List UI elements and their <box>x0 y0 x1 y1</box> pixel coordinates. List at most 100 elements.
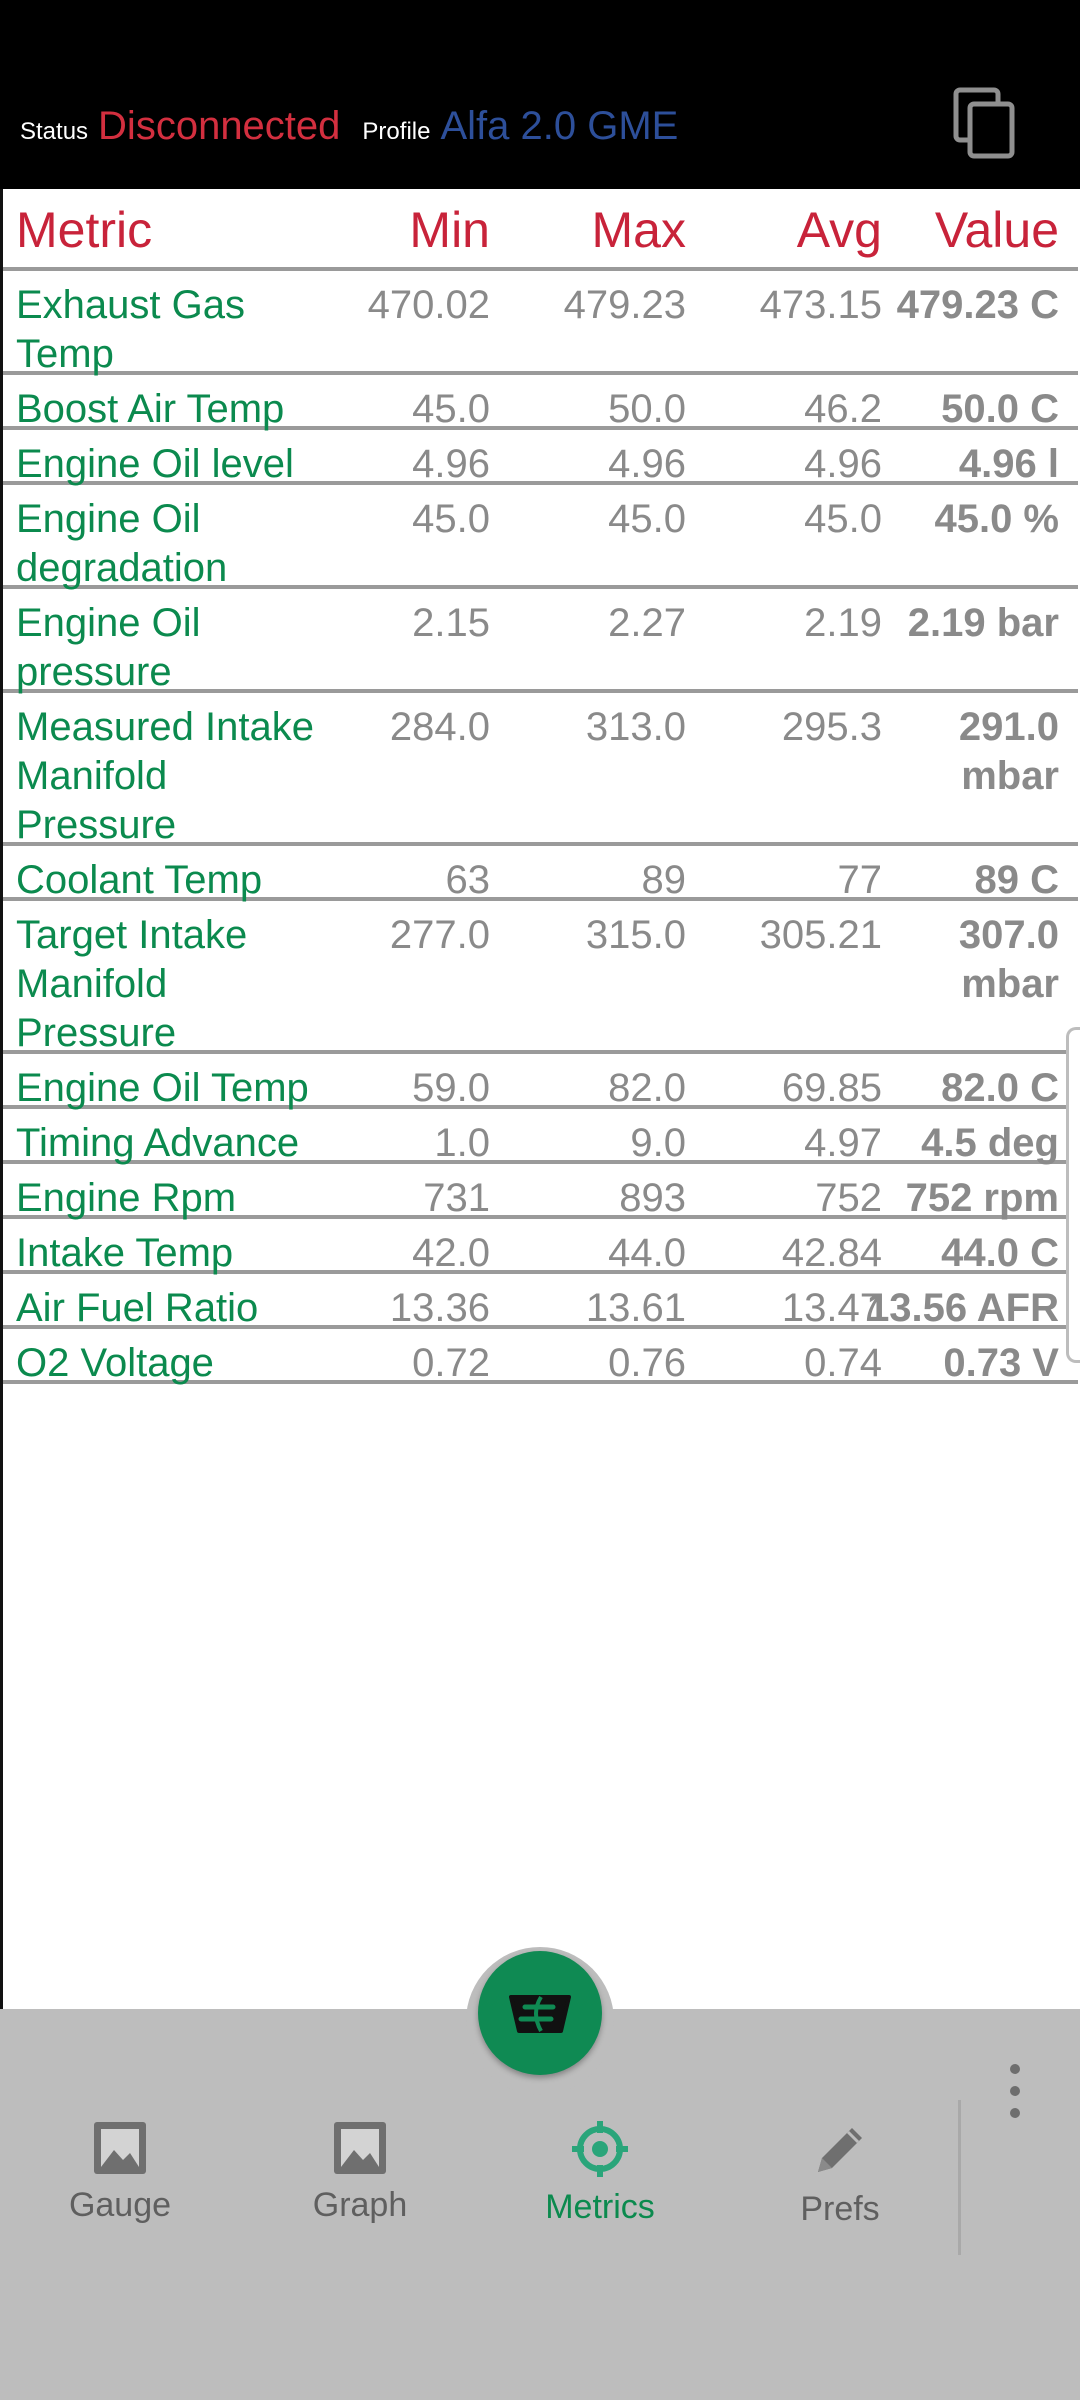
metric-value: 4.96 l <box>958 442 1059 486</box>
image-icon <box>94 2122 146 2174</box>
metric-name: Intake Temp <box>16 1231 234 1275</box>
metric-avg: 13.47 <box>781 1286 882 1330</box>
metric-min: 2.15 <box>412 601 490 645</box>
metric-avg: 4.96 <box>804 442 882 486</box>
metric-value: 479.23 C <box>896 283 1059 327</box>
metric-max: 4.96 <box>608 442 686 486</box>
metric-min: 284.0 <box>389 705 490 749</box>
metric-max: 893 <box>619 1176 686 1220</box>
nav-graph-label: Graph <box>312 2186 408 2224</box>
metric-avg: 42.84 <box>781 1231 882 1275</box>
metric-avg: 77 <box>837 858 883 902</box>
table-row[interactable]: Engine Oil level 4.96 4.96 4.96 4.96 l <box>3 430 1078 486</box>
metric-avg: 46.2 <box>804 387 882 431</box>
nav-prefs[interactable]: Prefs <box>740 2120 940 2250</box>
crosshair-icon <box>572 2121 628 2177</box>
metric-value: 44.0 C <box>941 1231 1059 1275</box>
table-row[interactable]: Coolant Temp 63 89 77 89 C <box>3 846 1078 902</box>
metric-max: 89 <box>641 858 687 902</box>
metric-name: Engine Oil level <box>16 442 294 486</box>
metric-name: O2 Voltage <box>16 1341 214 1385</box>
table-row[interactable]: Intake Temp 42.0 44.0 42.84 44.0 C <box>3 1219 1078 1275</box>
metric-max: 13.61 <box>585 1286 686 1330</box>
table-row[interactable]: Engine Oil degradation 45.0 45.0 45.0 45… <box>3 485 1078 590</box>
metric-avg: 4.97 <box>804 1121 882 1165</box>
metric-name: Coolant Temp <box>16 858 263 902</box>
metric-avg: 752 <box>815 1176 882 1220</box>
image-icon <box>334 2122 386 2174</box>
copy-icon[interactable] <box>950 86 1020 160</box>
table-body: Exhaust Gas Temp 470.02 479.23 473.15 47… <box>3 271 1078 1385</box>
metric-name: Timing Advance <box>16 1121 300 1165</box>
metric-value: 82.0 C <box>941 1066 1059 1110</box>
metric-min: 0.72 <box>412 1341 490 1385</box>
table-row[interactable]: Measured Intake Manifold Pressure 284.0 … <box>3 693 1078 847</box>
metric-max: 82.0 <box>608 1066 686 1110</box>
metric-min: 59.0 <box>412 1066 490 1110</box>
metric-max: 45.0 <box>608 497 686 541</box>
metric-max: 313.0 <box>585 705 686 749</box>
metric-max: 2.27 <box>608 601 686 645</box>
table-row[interactable]: Air Fuel Ratio 13.36 13.61 13.47 13.56 A… <box>3 1274 1078 1330</box>
table-row[interactable]: Engine Rpm 731 893 752 752 rpm <box>3 1164 1078 1220</box>
metric-min: 42.0 <box>412 1231 490 1275</box>
profile-label: Profile <box>362 118 431 145</box>
table-row[interactable]: Engine Oil Temp 59.0 82.0 69.85 82.0 C <box>3 1054 1078 1110</box>
metric-value: 50.0 C <box>941 387 1059 431</box>
metric-avg: 0.74 <box>804 1341 882 1385</box>
table-row[interactable]: Timing Advance 1.0 9.0 4.97 4.5 deg <box>3 1109 1078 1165</box>
metric-avg: 45.0 <box>804 497 882 541</box>
status-line: Status Disconnected Profile Alfa 2.0 GME <box>20 104 678 149</box>
table-row[interactable]: Exhaust Gas Temp 470.02 479.23 473.15 47… <box>3 271 1078 376</box>
metric-min: 4.96 <box>412 442 490 486</box>
metric-avg: 69.85 <box>781 1066 882 1110</box>
overflow-menu-icon[interactable] <box>1000 2064 1030 2130</box>
metric-min: 45.0 <box>412 497 490 541</box>
metric-max: 479.23 <box>563 283 686 327</box>
metric-min: 45.0 <box>412 387 490 431</box>
nav-metrics[interactable]: Metrics <box>500 2120 700 2250</box>
metric-max: 50.0 <box>608 387 686 431</box>
header-min[interactable]: Min <box>409 202 490 258</box>
nav-metrics-label: Metrics <box>545 2188 655 2226</box>
table-header: Metric Min Max Avg Value <box>3 189 1078 269</box>
nav-gauge[interactable]: Gauge <box>20 2120 220 2250</box>
nav-divider <box>958 2100 961 2255</box>
header-metric[interactable]: Metric <box>16 202 153 258</box>
metric-max: 0.76 <box>608 1341 686 1385</box>
metric-min: 1.0 <box>434 1121 490 1165</box>
metric-avg: 295.3 <box>781 705 882 749</box>
nav-prefs-label: Prefs <box>800 2190 880 2228</box>
metric-max: 315.0 <box>585 913 686 957</box>
header-divider <box>3 267 1078 271</box>
status-label: Status <box>20 118 89 145</box>
header-max[interactable]: Max <box>591 202 686 258</box>
metric-value: 291.0 mbar <box>958 705 1059 798</box>
profile-value[interactable]: Alfa 2.0 GME <box>440 104 679 148</box>
header-value[interactable]: Value <box>934 202 1059 258</box>
metric-min: 63 <box>445 858 491 902</box>
metrics-table: Metric Min Max Avg Value Exhaust Gas Tem… <box>0 189 1080 2009</box>
metric-min: 470.02 <box>367 283 490 327</box>
table-row[interactable]: O2 Voltage 0.72 0.76 0.74 0.73 V <box>3 1329 1078 1385</box>
metric-name: Target Intake Manifold Pressure <box>16 913 248 1055</box>
side-drawer-handle[interactable] <box>1066 1027 1080 1363</box>
connect-button[interactable] <box>478 1951 602 2075</box>
table-row[interactable]: Target Intake Manifold Pressure 277.0 31… <box>3 901 1078 1055</box>
metric-name: Measured Intake Manifold Pressure <box>16 705 314 847</box>
nav-graph[interactable]: Graph <box>260 2120 460 2250</box>
metric-name: Engine Oil degradation <box>16 497 228 590</box>
header-avg[interactable]: Avg <box>796 202 882 258</box>
metric-value: 752 rpm <box>905 1176 1059 1220</box>
status-value: Disconnected <box>98 104 341 148</box>
metric-value: 89 C <box>974 858 1060 902</box>
table-row[interactable]: Engine Oil pressure 2.15 2.27 2.19 2.19 … <box>3 589 1078 694</box>
obd-connector-icon <box>509 1995 571 2033</box>
metric-max: 9.0 <box>630 1121 686 1165</box>
metric-name: Engine Oil Temp <box>16 1066 309 1110</box>
metric-value: 2.19 bar <box>907 601 1059 645</box>
metric-name: Air Fuel Ratio <box>16 1286 259 1330</box>
metric-name: Engine Oil pressure <box>16 601 201 694</box>
table-row[interactable]: Boost Air Temp 45.0 50.0 46.2 50.0 C <box>3 375 1078 431</box>
metric-avg: 2.19 <box>804 601 882 645</box>
